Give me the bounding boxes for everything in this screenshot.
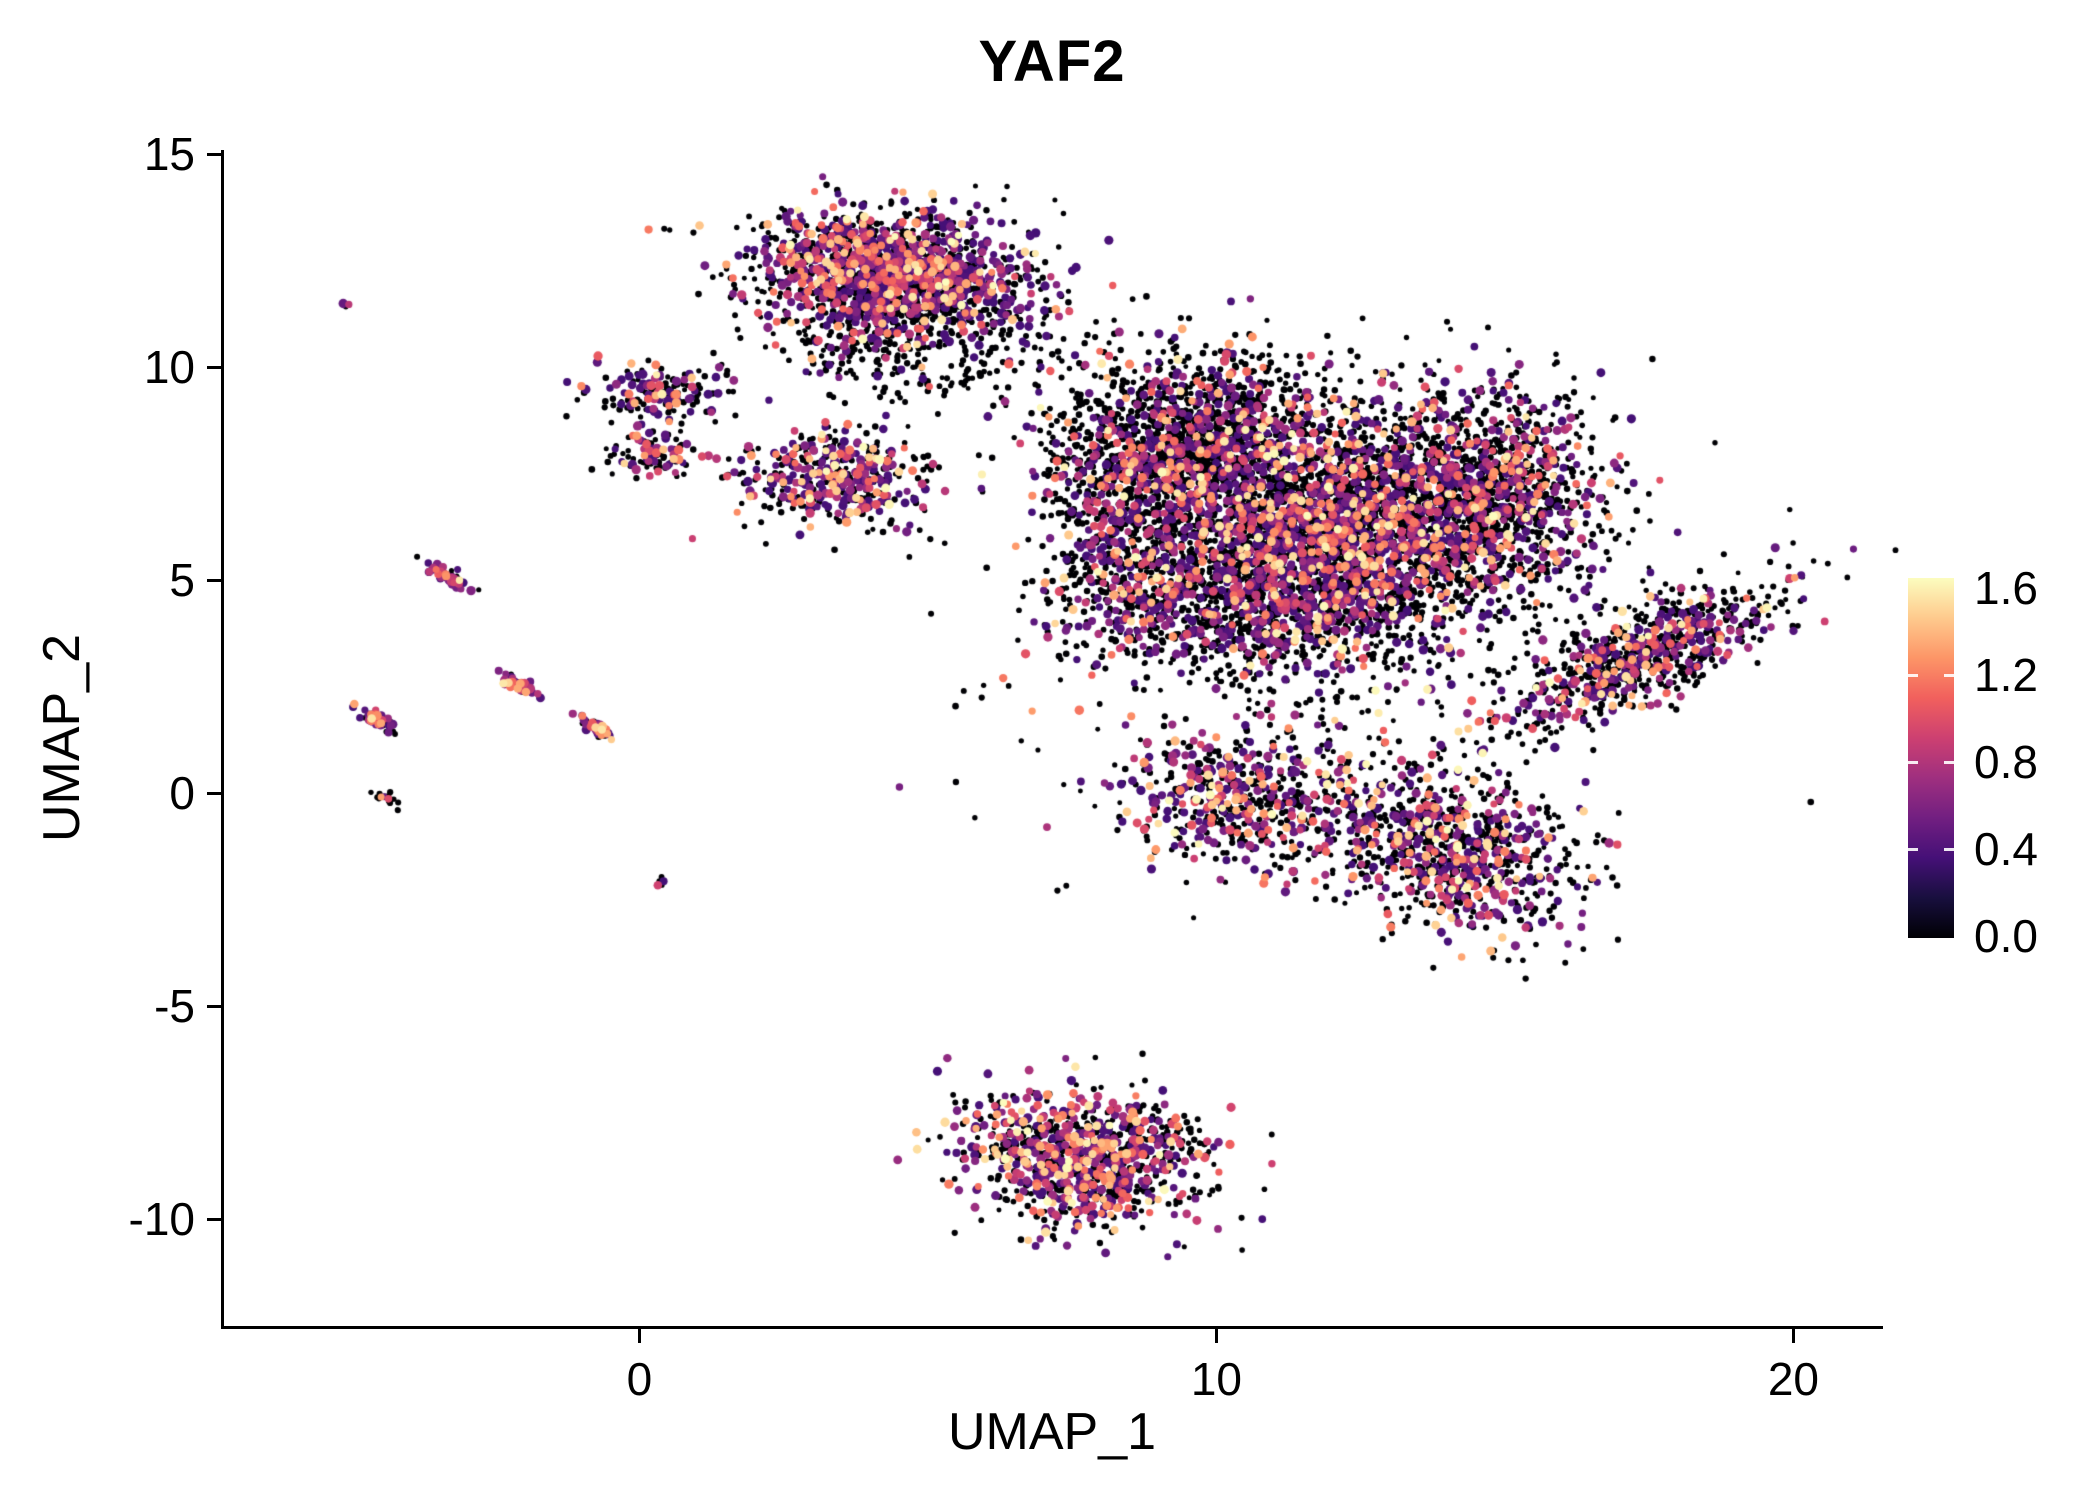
x-tick-label: 10 [1190,1353,1243,1405]
plot-title: YAF2 [978,29,1126,94]
y-tick-label: 10 [143,341,195,394]
x-tick-label: 20 [1767,1353,1820,1405]
x-tick-label: 0 [626,1353,653,1405]
y-tick-mark [207,578,221,582]
y-tick-label: 15 [143,128,195,181]
x-axis-line [221,1326,1883,1329]
y-tick-mark [207,1004,221,1008]
x-axis-label: UMAP_1 [947,1403,1157,1461]
y-tick-label: -5 [154,980,195,1033]
y-tick-label: 0 [169,767,195,820]
y-tick-mark [207,152,221,156]
y-axis-line [221,150,224,1329]
y-tick-mark [207,791,221,795]
y-tick-mark [207,1217,221,1221]
x-tick-mark [637,1329,641,1343]
y-tick-label: 5 [169,554,195,607]
y-tick-mark [207,365,221,369]
x-tick-mark [1214,1329,1218,1343]
x-tick-mark [1791,1329,1795,1343]
y-tick-label: -10 [128,1193,195,1246]
